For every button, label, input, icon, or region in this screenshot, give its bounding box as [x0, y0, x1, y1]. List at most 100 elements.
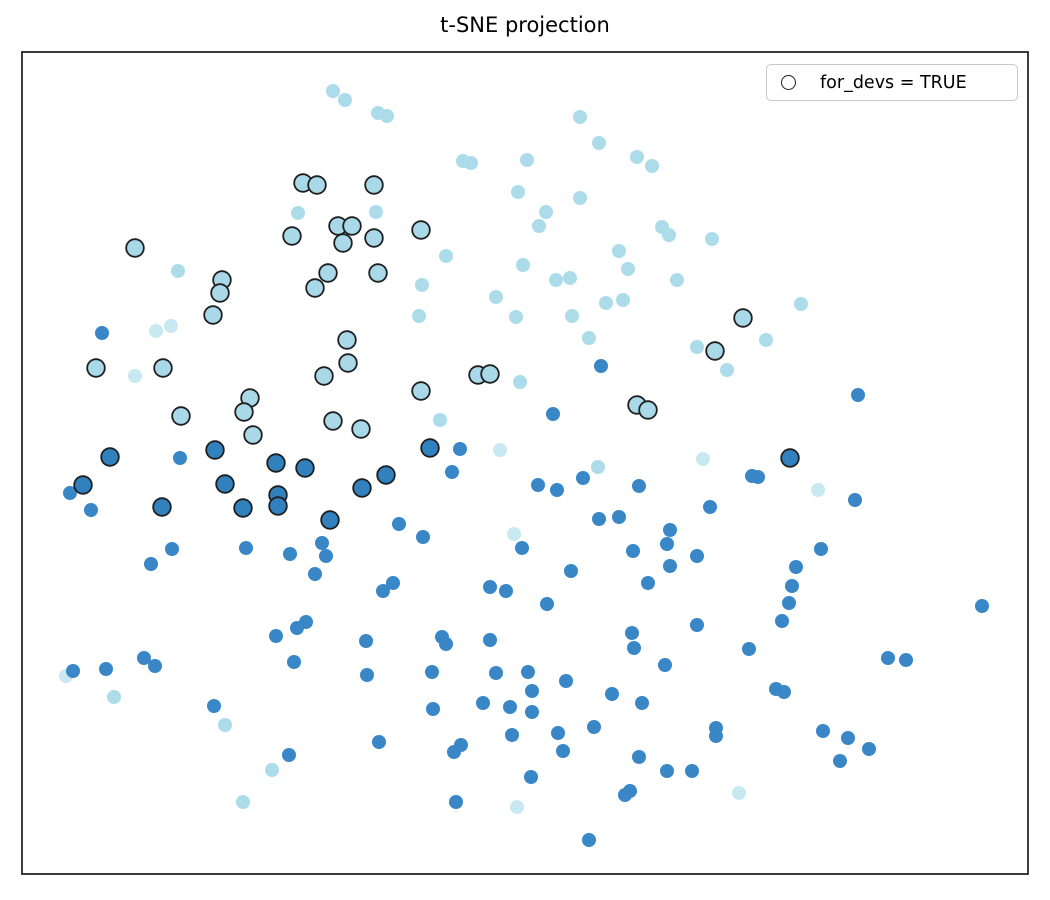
- scatter-point: [342, 216, 362, 236]
- scatter-point: [759, 333, 773, 347]
- scatter-point: [520, 153, 534, 167]
- scatter-point: [690, 618, 704, 632]
- scatter-point: [660, 764, 674, 778]
- scatter-point: [618, 788, 632, 802]
- scatter-point: [439, 249, 453, 263]
- scatter-point: [564, 564, 578, 578]
- scatter-point: [638, 400, 658, 420]
- scatter-point: [705, 232, 719, 246]
- scatter-point: [641, 576, 655, 590]
- scatter-point: [658, 658, 672, 672]
- scatter-point: [268, 496, 288, 516]
- scatter-point: [464, 156, 478, 170]
- scatter-point: [509, 310, 523, 324]
- scatter-point: [720, 363, 734, 377]
- scatter-point: [314, 366, 334, 386]
- scatter-point: [525, 684, 539, 698]
- scatter-point: [210, 283, 230, 303]
- scatter-point: [315, 536, 329, 550]
- scatter-point: [531, 478, 545, 492]
- scatter-point: [499, 584, 513, 598]
- scatter-point: [539, 205, 553, 219]
- scatter-point: [576, 471, 590, 485]
- scatter-point: [503, 700, 517, 714]
- scatter-point: [152, 497, 172, 517]
- scatter-point: [696, 452, 710, 466]
- scatter-point: [86, 358, 106, 378]
- legend-box: for_devs = TRUE: [766, 64, 1018, 101]
- scatter-point: [663, 559, 677, 573]
- scatter-point: [203, 305, 223, 325]
- scatter-point: [243, 425, 263, 445]
- scatter-point: [524, 770, 538, 784]
- scatter-point: [476, 696, 490, 710]
- scatter-point: [782, 596, 796, 610]
- scatter-point: [612, 244, 626, 258]
- scatter-point: [663, 523, 677, 537]
- scatter-point: [505, 728, 519, 742]
- scatter-point: [137, 651, 151, 665]
- scatter-point: [489, 666, 503, 680]
- scatter-point: [412, 309, 426, 323]
- scatter-point: [540, 597, 554, 611]
- scatter-point: [573, 191, 587, 205]
- scatter-point: [599, 296, 613, 310]
- scatter-point: [489, 290, 503, 304]
- scatter-point: [449, 795, 463, 809]
- scatter-point: [899, 653, 913, 667]
- scatter-point: [851, 388, 865, 402]
- scatter-point: [171, 406, 191, 426]
- scatter-point: [660, 537, 674, 551]
- scatter-point: [605, 687, 619, 701]
- series-points-steel-blue: [63, 326, 989, 847]
- scatter-point: [616, 293, 630, 307]
- scatter-point: [164, 319, 178, 333]
- scatter-point: [290, 621, 304, 635]
- scatter-point: [287, 655, 301, 669]
- scatter-point: [148, 659, 162, 673]
- scatter-point: [775, 614, 789, 628]
- scatter-point: [352, 478, 372, 498]
- scatter-point: [433, 413, 447, 427]
- scatter-point: [207, 699, 221, 713]
- scatter-point: [205, 440, 225, 460]
- scatter-point: [559, 674, 573, 688]
- scatter-point: [532, 219, 546, 233]
- scatter-point: [816, 724, 830, 738]
- scatter-point: [733, 308, 753, 328]
- scatter-point: [690, 340, 704, 354]
- scatter-point: [99, 662, 113, 676]
- scatter-point: [100, 447, 120, 467]
- scatter-point: [173, 451, 187, 465]
- scatter-point: [73, 475, 93, 495]
- scatter-point: [338, 353, 358, 373]
- scatter-point: [625, 626, 639, 640]
- scatter-point: [626, 544, 640, 558]
- scatter-point: [521, 665, 535, 679]
- scatter-point: [326, 84, 340, 98]
- scatter-point: [323, 411, 343, 431]
- series-for-devs-true-light: [86, 173, 753, 445]
- scatter-point: [338, 93, 352, 107]
- scatter-point: [546, 407, 560, 421]
- scatter-point: [369, 205, 383, 219]
- scatter-point: [351, 419, 371, 439]
- scatter-point: [144, 557, 158, 571]
- scatter-point: [511, 185, 525, 199]
- scatter-point: [662, 228, 676, 242]
- scatter-point: [881, 651, 895, 665]
- scatter-point: [333, 233, 353, 253]
- scatter-point: [833, 754, 847, 768]
- scatter-point: [591, 460, 605, 474]
- scatter-point: [632, 479, 646, 493]
- open-circle-icon: [781, 75, 796, 90]
- scatter-point: [480, 364, 500, 384]
- scatter-points: [59, 84, 989, 847]
- scatter-point: [364, 175, 384, 195]
- scatter-point: [513, 375, 527, 389]
- scatter-point: [573, 110, 587, 124]
- scatter-point: [266, 453, 286, 473]
- scatter-point: [153, 358, 173, 378]
- scatter-point: [594, 359, 608, 373]
